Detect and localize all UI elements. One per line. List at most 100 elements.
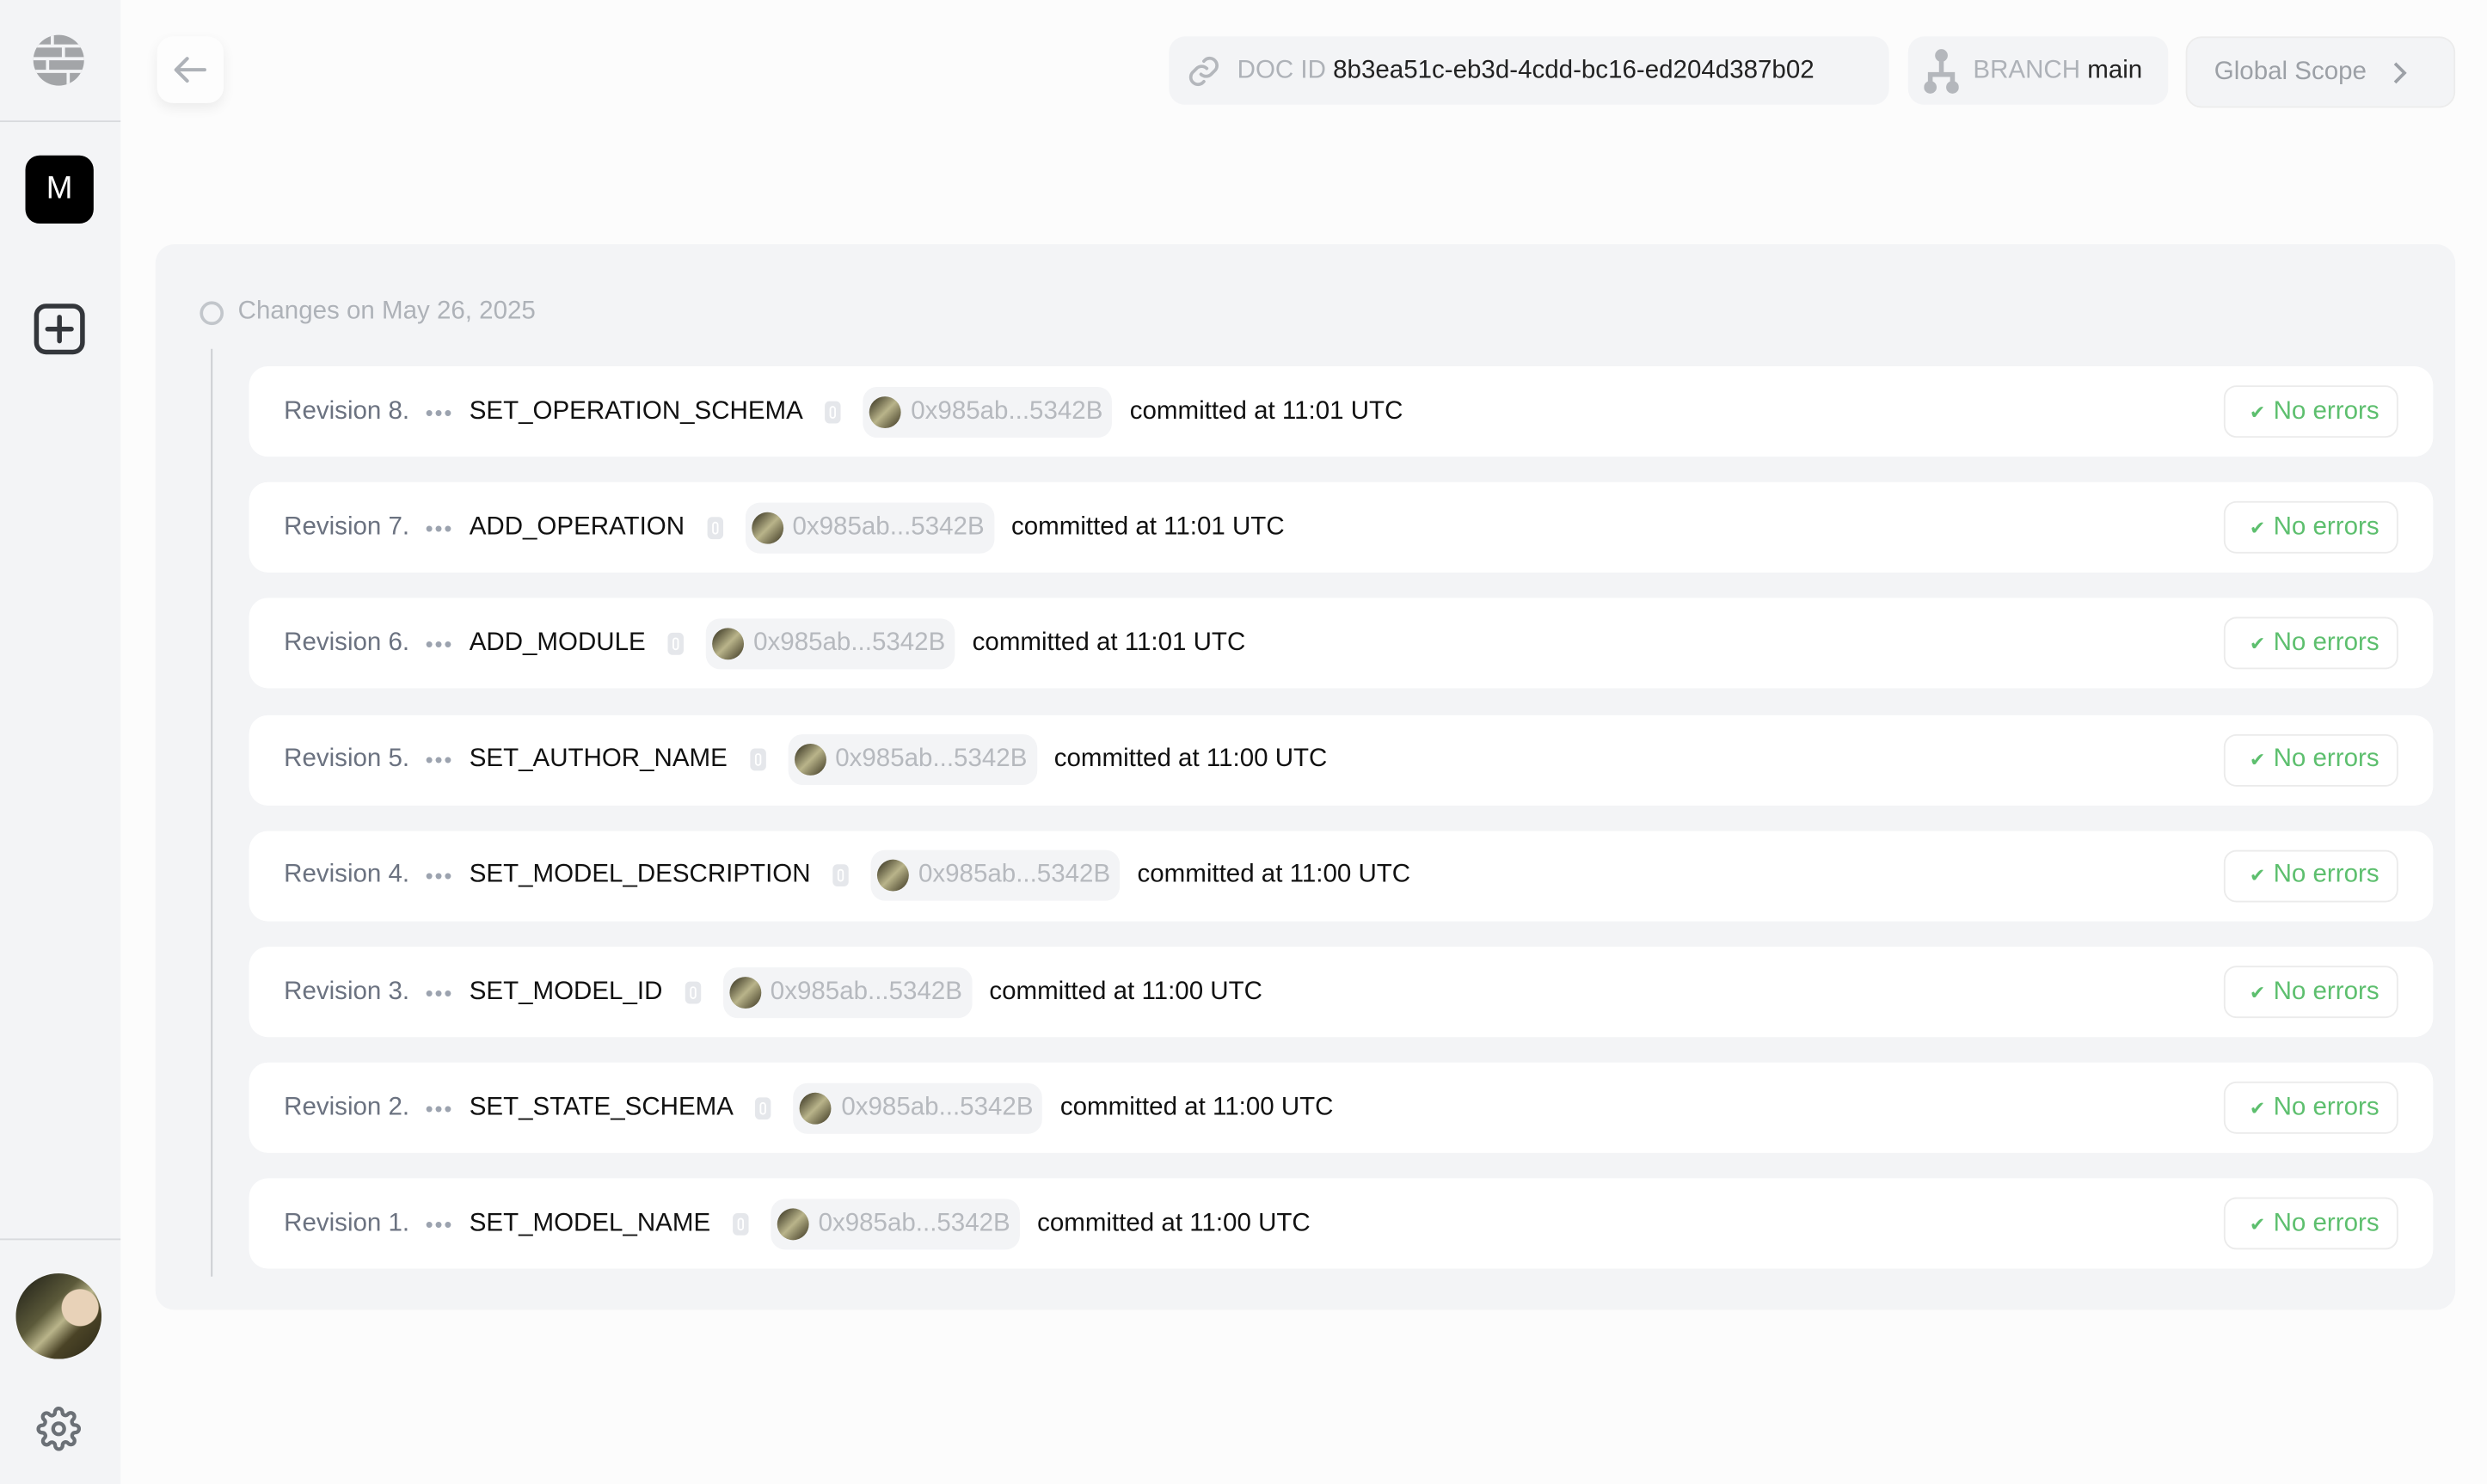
workspace-m-button[interactable]: M (25, 155, 94, 224)
timeline-line (211, 348, 213, 1277)
status-badge: ✔ No errors (2224, 617, 2398, 671)
status-text: No errors (2273, 862, 2380, 889)
signer-address-chip[interactable]: 0x985ab...5342B (787, 734, 1037, 786)
signer-avatar (712, 628, 745, 660)
check-icon: ✔ (2249, 864, 2266, 887)
sidebar-divider (0, 120, 121, 123)
user-avatar[interactable] (15, 1273, 102, 1359)
revision-label: Revision 4. (284, 862, 410, 889)
signer-address: 0x985ab...5342B (770, 978, 962, 1005)
signer-address-chip[interactable]: 0x985ab...5342B (722, 966, 973, 1018)
commit-time: committed at 11:00 UTC (1137, 862, 1411, 889)
signer-avatar (869, 396, 902, 428)
signer-address: 0x985ab...5342B (792, 513, 985, 541)
status-badge: ✔ No errors (2224, 1198, 2398, 1251)
operation-details-icon[interactable] (667, 632, 684, 655)
signer-address-chip[interactable]: 0x985ab...5342B (870, 850, 1121, 902)
revision-label: Revision 5. (284, 745, 410, 773)
operation-name: SET_OPERATION_SCHEMA (469, 397, 803, 425)
commit-time: committed at 11:00 UTC (989, 978, 1262, 1005)
revision-row[interactable]: Revision 5. ••• SET_AUTHOR_NAME 0x985ab...5… (249, 714, 2434, 806)
signer-address: 0x985ab...5342B (818, 1210, 1010, 1237)
operation-details-icon[interactable] (832, 864, 849, 887)
signer-address: 0x985ab...5342B (911, 397, 1103, 425)
global-scope-label: Global Scope (2214, 58, 2367, 85)
more-dots-icon[interactable]: ••• (425, 514, 454, 541)
signer-address: 0x985ab...5342B (841, 1094, 1034, 1121)
more-dots-icon[interactable]: ••• (425, 978, 454, 1005)
signer-address-chip[interactable]: 0x985ab...5342B (863, 386, 1113, 438)
operation-details-icon[interactable] (755, 1096, 772, 1119)
revision-row[interactable]: Revision 2. ••• SET_STATE_SCHEMA 0x985ab...… (249, 1063, 2434, 1154)
signer-avatar (777, 1208, 809, 1241)
status-badge: ✔ No errors (2224, 1082, 2398, 1135)
check-icon: ✔ (2249, 516, 2266, 539)
revision-row[interactable]: Revision 3. ••• SET_MODEL_ID 0x985ab...5342… (249, 947, 2434, 1038)
global-scope-button[interactable]: Global Scope (2185, 36, 2456, 108)
signer-address: 0x985ab...5342B (918, 862, 1111, 889)
revision-row[interactable]: Revision 7. ••• ADD_OPERATION 0x985ab...534… (249, 482, 2434, 573)
signer-address-chip[interactable]: 0x985ab...5342B (705, 618, 955, 670)
signer-address-chip[interactable]: 0x985ab...5342B (794, 1082, 1043, 1134)
status-text: No errors (2273, 978, 2380, 1005)
signer-avatar (800, 1092, 832, 1125)
revision-history-panel: Changes on May 26, 2025 Revision 8. ••• SE… (155, 244, 2456, 1310)
more-dots-icon[interactable]: ••• (425, 1211, 454, 1237)
commit-time: committed at 11:00 UTC (1053, 745, 1328, 773)
revision-row[interactable]: Revision 1. ••• SET_MODEL_NAME 0x985ab...53… (249, 1179, 2434, 1270)
operation-name: ADD_MODULE (469, 629, 646, 657)
operation-details-icon[interactable] (749, 748, 766, 771)
revision-label: Revision 8. (284, 397, 410, 425)
status-badge: ✔ No errors (2224, 849, 2398, 903)
status-badge: ✔ No errors (2224, 733, 2398, 787)
revision-label: Revision 7. (284, 513, 410, 541)
operation-details-icon[interactable] (825, 400, 842, 423)
revision-row[interactable]: Revision 8. ••• SET_OPERATION_SCHEMA 0x985a… (249, 366, 2434, 457)
operation-details-icon[interactable] (732, 1212, 749, 1236)
doc-id-chip[interactable]: DOC ID 8b3ea51c-eb3d-4cdd-bc16-ed204d387… (1169, 36, 1889, 105)
check-icon: ✔ (2249, 1212, 2266, 1236)
link-icon (1188, 56, 1219, 86)
status-text: No errors (2273, 745, 2380, 773)
brick-globe-logo-icon[interactable] (32, 34, 86, 95)
status-text: No errors (2273, 629, 2380, 657)
add-plus-square-icon[interactable] (34, 303, 86, 363)
signer-avatar (877, 860, 909, 892)
arrow-left-icon (174, 57, 206, 83)
branch-chip[interactable]: BRANCH main (1907, 36, 2169, 105)
revision-label: Revision 6. (284, 629, 410, 657)
commit-time: committed at 11:01 UTC (1011, 513, 1285, 541)
gear-icon[interactable] (36, 1407, 82, 1459)
doc-id-label: DOC ID (1237, 56, 1326, 83)
branch-value: main (2087, 56, 2143, 83)
signer-avatar (794, 744, 826, 776)
operation-details-icon[interactable] (685, 980, 701, 1003)
more-dots-icon[interactable]: ••• (425, 862, 454, 889)
operation-details-icon[interactable] (706, 516, 723, 539)
more-dots-icon[interactable]: ••• (425, 398, 454, 425)
revision-label: Revision 3. (284, 978, 410, 1005)
revision-label: Revision 1. (284, 1210, 410, 1237)
signer-avatar (751, 512, 783, 544)
more-dots-icon[interactable]: ••• (425, 746, 454, 773)
changes-group-title: Changes on May 26, 2025 (237, 297, 536, 326)
timeline-circle-icon (200, 300, 224, 325)
revision-row[interactable]: Revision 4. ••• SET_MODEL_DESCRIPTION 0x985… (249, 831, 2434, 922)
operation-name: SET_MODEL_DESCRIPTION (469, 862, 811, 889)
more-dots-icon[interactable]: ••• (425, 1095, 454, 1121)
revision-row[interactable]: Revision 6. ••• ADD_MODULE 0x985ab...5342B c… (249, 598, 2434, 690)
back-button[interactable] (157, 36, 224, 103)
signer-address-chip[interactable]: 0x985ab...5342B (771, 1199, 1020, 1250)
signer-address-chip[interactable]: 0x985ab...5342B (745, 502, 994, 554)
status-text: No errors (2273, 397, 2380, 425)
commit-time: committed at 11:01 UTC (972, 629, 1246, 657)
status-text: No errors (2273, 513, 2380, 541)
more-dots-icon[interactable]: ••• (425, 630, 454, 657)
revision-label: Revision 2. (284, 1094, 410, 1121)
commit-time: committed at 11:00 UTC (1037, 1210, 1311, 1237)
check-icon: ✔ (2249, 400, 2266, 423)
signer-avatar (728, 976, 761, 1009)
status-badge: ✔ No errors (2224, 385, 2398, 438)
check-icon: ✔ (2249, 1096, 2266, 1119)
operation-name: SET_STATE_SCHEMA (469, 1094, 734, 1121)
